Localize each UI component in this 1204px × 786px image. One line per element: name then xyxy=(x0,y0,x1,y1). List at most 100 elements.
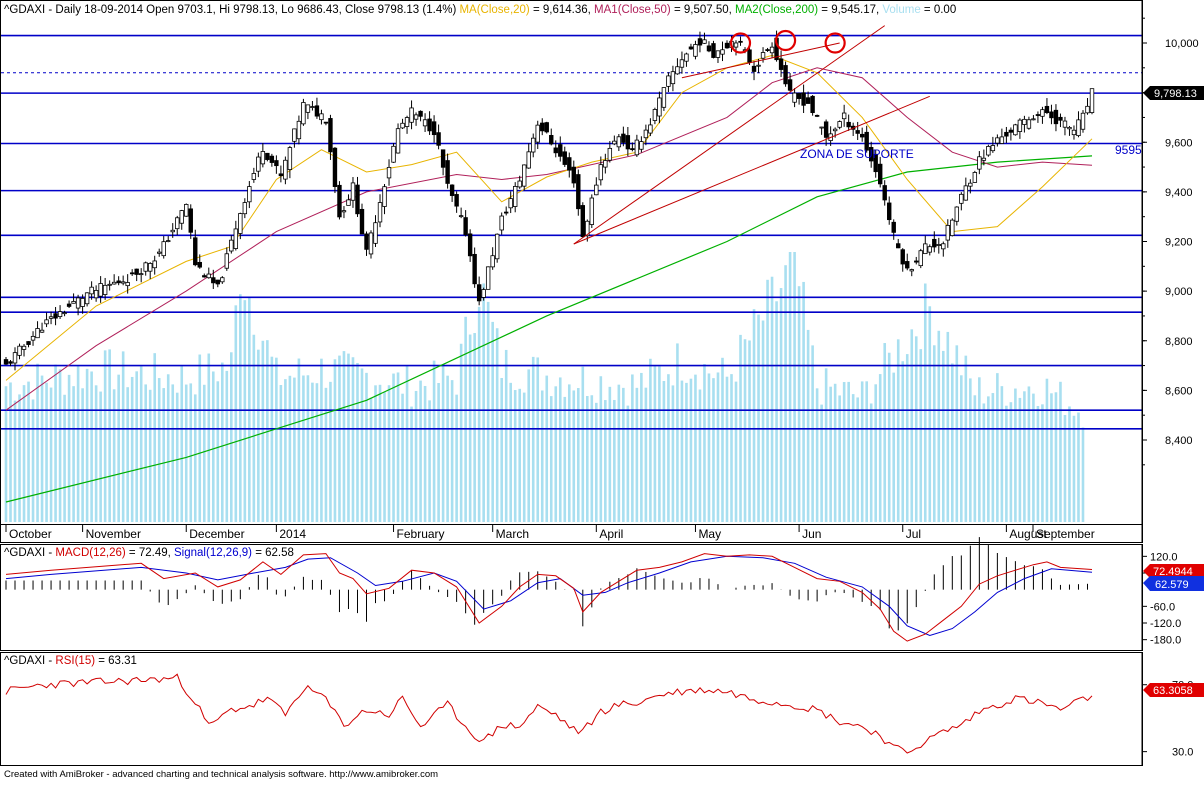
candle-up xyxy=(522,164,527,187)
volume-bar xyxy=(423,385,427,522)
volume-bar xyxy=(892,372,896,522)
volume-bar xyxy=(1032,393,1035,522)
volume-bar xyxy=(829,386,832,522)
macd-badge: 72.4944 xyxy=(1143,564,1204,578)
candle-down xyxy=(188,208,193,233)
volume-bar xyxy=(640,372,643,522)
volume-bar xyxy=(459,343,463,522)
candle-up xyxy=(1022,118,1027,125)
macd-value: = 72.49, xyxy=(126,547,174,559)
volume-bar xyxy=(685,382,688,522)
last-price-badge-bg xyxy=(1143,86,1204,100)
candle-down xyxy=(864,131,869,151)
volume-bar xyxy=(847,381,850,522)
volume-bar xyxy=(166,374,170,522)
volume-bar xyxy=(315,383,319,522)
volume-bar xyxy=(500,377,503,522)
volume-bar xyxy=(743,339,747,522)
price-y-tick-label: 9,600 xyxy=(1165,137,1193,149)
candle-up xyxy=(319,113,324,121)
volume-bar xyxy=(973,395,977,522)
candle-up xyxy=(260,151,266,165)
x-month-label: February xyxy=(397,527,445,541)
candle-down xyxy=(1053,109,1059,125)
candle-up xyxy=(238,213,243,234)
volume-bar xyxy=(928,306,932,522)
candle-down xyxy=(873,153,878,173)
x-month-label: December xyxy=(189,527,244,541)
candle-down xyxy=(211,277,216,284)
volume-bar xyxy=(1014,388,1017,522)
volume-bar xyxy=(554,386,558,522)
rsi-header-sep: - xyxy=(45,655,55,667)
volume-bar xyxy=(184,384,188,522)
volume-bar xyxy=(270,356,274,522)
candle-down xyxy=(905,261,910,269)
volume-bar xyxy=(518,388,522,522)
candle-up xyxy=(341,210,347,213)
volume-bar xyxy=(369,397,373,522)
volume-bar xyxy=(941,350,945,522)
candle-down xyxy=(932,238,937,248)
volume-bar xyxy=(946,331,950,522)
candle-up xyxy=(923,243,928,255)
candle-down xyxy=(269,155,275,163)
candle-up xyxy=(702,39,707,44)
trendline xyxy=(573,25,886,245)
volume-bar xyxy=(770,276,774,522)
volume-bar xyxy=(374,385,377,522)
volume-bar xyxy=(491,321,494,522)
volume-bar xyxy=(951,363,954,522)
candle-down xyxy=(846,121,851,128)
volume-bar xyxy=(779,288,783,522)
volume-bar xyxy=(302,375,305,522)
candle-down xyxy=(274,160,279,167)
volume-bar xyxy=(495,328,499,522)
candle-up xyxy=(80,298,85,307)
candle-down xyxy=(706,45,712,52)
candle-up xyxy=(138,273,144,276)
macd-header-sep: - xyxy=(45,547,55,559)
candle-down xyxy=(328,118,333,153)
volume-bar xyxy=(815,388,819,522)
volume-bar xyxy=(703,364,706,522)
volume-value: = 0.00 xyxy=(921,4,957,16)
candle-up xyxy=(368,232,374,255)
volume-bar xyxy=(631,374,634,522)
volume-bar xyxy=(1036,406,1040,522)
ma200-value: = 9,545.17, xyxy=(818,4,882,16)
candle-down xyxy=(454,194,459,207)
volume-bar xyxy=(396,372,400,522)
volume-bar xyxy=(189,383,193,522)
candle-down xyxy=(549,135,554,145)
candle-down xyxy=(503,211,509,214)
candle-up xyxy=(643,129,649,139)
candle-up xyxy=(220,277,225,283)
candle-up xyxy=(30,335,36,341)
macd-line xyxy=(5,553,1093,642)
candle-down xyxy=(630,148,635,151)
candle-up xyxy=(832,128,838,132)
volume-bar xyxy=(243,300,247,522)
candle-up xyxy=(986,146,991,156)
volume-bar xyxy=(712,378,715,522)
volume-bar xyxy=(1005,405,1008,522)
volume-bar xyxy=(851,394,855,522)
candle-up xyxy=(513,186,518,207)
volume-bar xyxy=(117,374,120,522)
volume-bar xyxy=(658,366,661,522)
candle-down xyxy=(878,163,883,185)
candle-up xyxy=(242,202,248,215)
volume-bar xyxy=(320,358,323,522)
volume-bar xyxy=(202,384,206,522)
volume-bar xyxy=(536,357,540,522)
volume-bar xyxy=(1077,412,1080,522)
volume-bar xyxy=(504,349,508,522)
volume-bar xyxy=(540,390,544,522)
volume-bar xyxy=(311,382,314,522)
price-y-tick-label: 8,800 xyxy=(1165,336,1193,348)
x-month-label: April xyxy=(599,527,623,541)
top-marker-circle xyxy=(774,29,797,52)
volume-bar xyxy=(676,343,679,522)
ma200-line xyxy=(5,155,1093,503)
